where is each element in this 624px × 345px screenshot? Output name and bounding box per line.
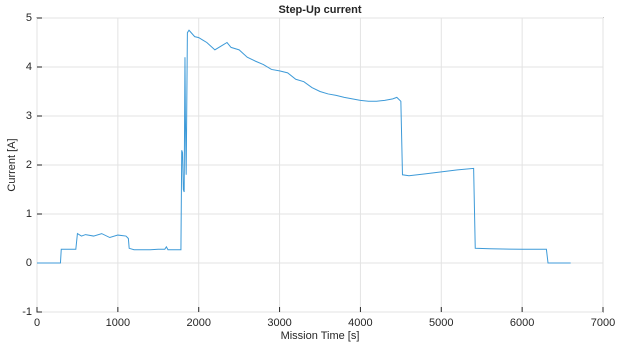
y-tick-label: 3	[26, 110, 32, 122]
x-tick-label: 7000	[591, 317, 615, 329]
x-tick-label: 0	[34, 317, 40, 329]
y-tick-label: -1	[22, 306, 32, 318]
y-tick-label: 0	[26, 257, 32, 269]
y-tick-label: 5	[26, 12, 32, 24]
y-tick-label: 4	[26, 61, 32, 73]
y-tick-label: 1	[26, 208, 32, 220]
x-tick-label: 4000	[348, 317, 372, 329]
x-tick-label: 6000	[510, 317, 534, 329]
chart-title: Step-Up current	[278, 4, 361, 16]
y-tick-label: 2	[26, 159, 32, 171]
x-axis-label: Mission Time [s]	[281, 330, 360, 342]
x-tick-label: 2000	[186, 317, 210, 329]
x-tick-label: 1000	[106, 317, 130, 329]
x-tick-label: 5000	[429, 317, 453, 329]
x-tick-label: 3000	[267, 317, 291, 329]
data-line	[37, 29, 571, 264]
y-axis-label: Current [A]	[6, 138, 18, 191]
